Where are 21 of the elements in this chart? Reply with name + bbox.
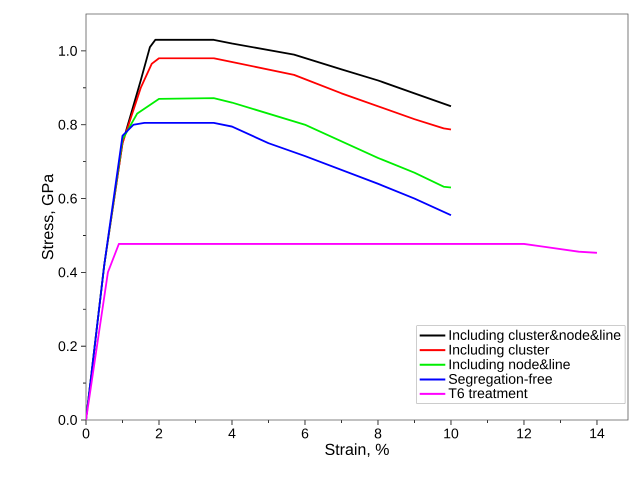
legend-label: Including cluster bbox=[450, 344, 550, 358]
x-axis-title: Strain, % bbox=[325, 443, 389, 457]
x-tick-label: 2 bbox=[156, 428, 162, 438]
legend-label: Including node&line bbox=[450, 358, 570, 372]
y-tick-label: 0.4 bbox=[58, 267, 78, 278]
legend-label: Segregation-free bbox=[448, 374, 552, 387]
legend-label: T6 treatment bbox=[448, 388, 528, 398]
y-axis-title: Stress, GPa bbox=[42, 174, 56, 260]
y-tick-label: 0.6 bbox=[58, 194, 77, 204]
y-tick-label: 0.0 bbox=[58, 415, 77, 425]
x-tick-label: 12 bbox=[517, 428, 532, 438]
x-tick-label: 8 bbox=[374, 428, 382, 438]
x-tick-label: 0 bbox=[82, 428, 90, 438]
legend-label: Including cluster&node&line bbox=[450, 330, 620, 343]
x-tick-label: 10 bbox=[444, 428, 458, 438]
x-tick-label: 4 bbox=[228, 428, 236, 438]
x-tick-label: 14 bbox=[590, 428, 604, 438]
y-tick-label: 0.2 bbox=[58, 341, 77, 352]
y-tick-label: 0.8 bbox=[58, 120, 77, 130]
x-tick-label: 6 bbox=[302, 428, 308, 438]
y-tick-label: 1.0 bbox=[59, 46, 77, 56]
